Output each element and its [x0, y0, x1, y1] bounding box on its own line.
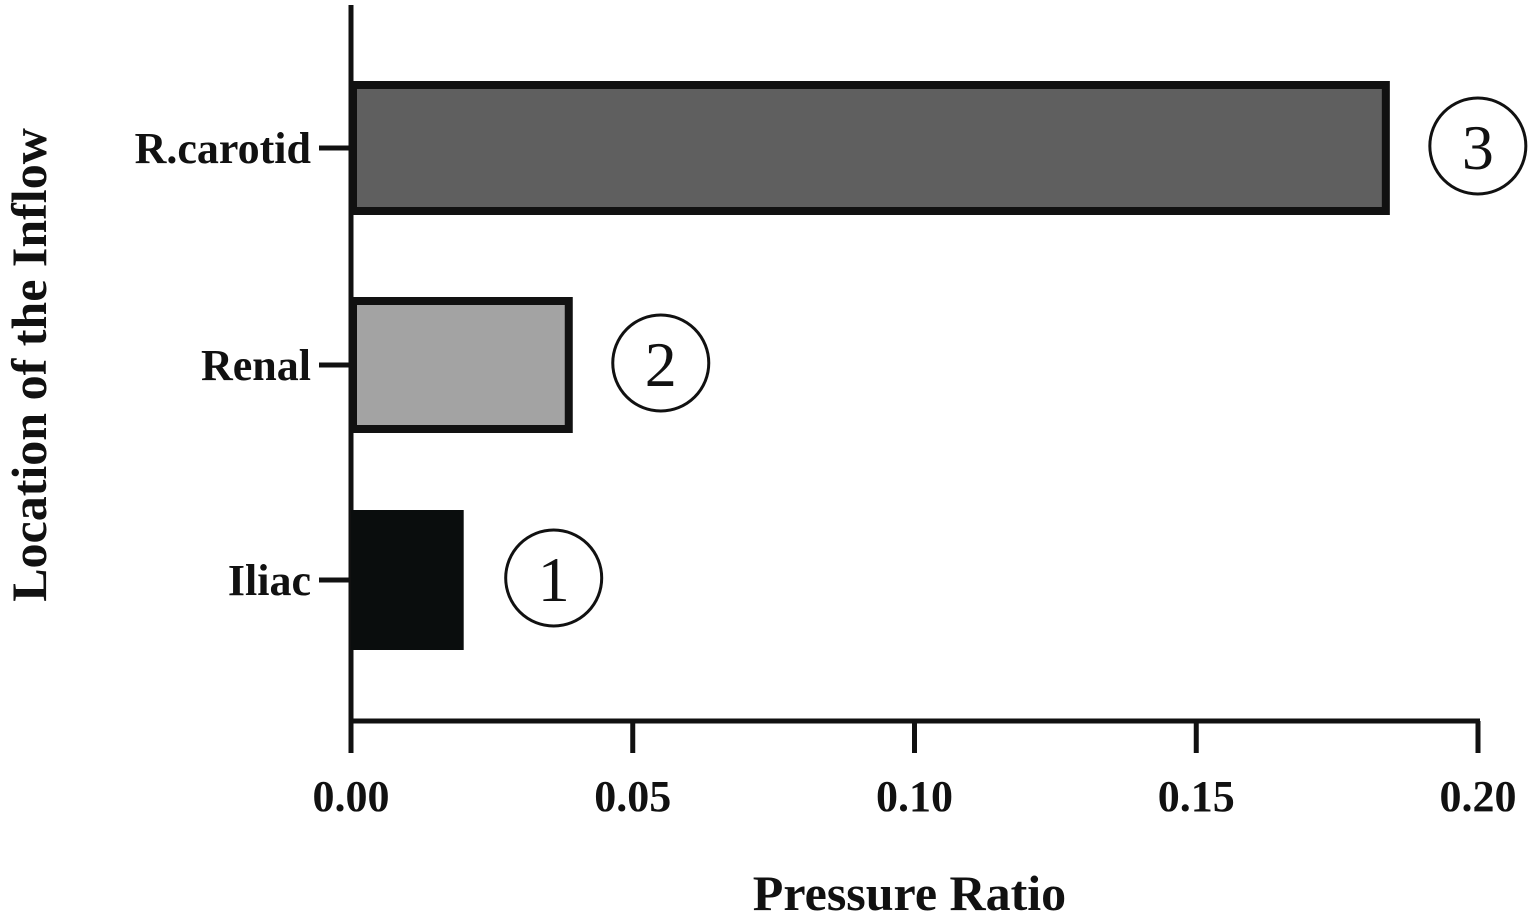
x-tick-label: 0.05	[594, 772, 671, 821]
y-tick-label: Renal	[201, 341, 311, 390]
annotation-circle	[504, 528, 604, 628]
x-tick-label: 0.20	[1440, 772, 1517, 821]
x-tick-label: 0.10	[876, 772, 953, 821]
bar	[349, 81, 1390, 215]
labels: Pressure Ratio Location of the Inflow 3 2…	[1, 96, 1528, 921]
x-tick-label: 0.00	[313, 772, 390, 821]
bar	[351, 510, 464, 650]
annotation-circle	[611, 313, 711, 413]
annotation-circle	[1428, 96, 1528, 196]
y-tick-label: Iliac	[228, 556, 311, 605]
annotation-label: 1	[538, 544, 570, 615]
annotation-label: 2	[645, 329, 677, 400]
bar	[349, 297, 573, 433]
x-tick-label: 0.15	[1158, 772, 1235, 821]
x-axis-title: Pressure Ratio	[753, 865, 1066, 921]
bars	[349, 81, 1390, 650]
annotation-label: 3	[1462, 112, 1494, 183]
axes: 0.00 0.05 0.10 0.15 0.20 R.carotid Renal Iliac	[135, 5, 1517, 821]
y-tick-label: R.carotid	[135, 124, 311, 173]
y-axis-title: Location of the Inflow	[1, 128, 57, 602]
